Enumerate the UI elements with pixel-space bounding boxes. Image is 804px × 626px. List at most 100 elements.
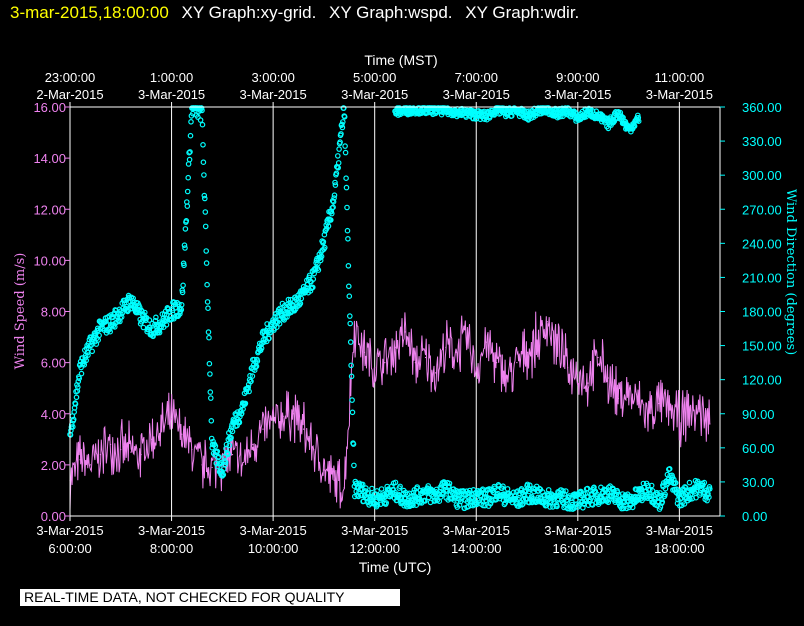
wind-direction-point: [96, 332, 102, 339]
wind-direction-point: [184, 203, 191, 209]
wind-direction-point: [342, 149, 349, 156]
wind-direction-point: [631, 123, 638, 129]
wind-speed-point: [648, 413, 650, 415]
wind-direction-point: [629, 504, 636, 511]
wind-direction-point: [359, 481, 366, 488]
wind-direction-point: [340, 105, 347, 111]
wind-speed-point: [465, 336, 467, 338]
wind-direction-point: [199, 107, 205, 114]
wind-direction-point: [81, 361, 88, 368]
wind-direction-point: [341, 114, 348, 120]
wind-direction-point: [142, 309, 148, 316]
wind-direction-point: [70, 416, 77, 423]
wind-direction-point: [502, 500, 509, 506]
wind-direction-point: [152, 317, 159, 324]
wind-direction-point: [369, 485, 375, 492]
wind-direction-point: [298, 295, 305, 302]
wind-direction-point: [205, 305, 211, 312]
wind-direction-point: [338, 131, 344, 137]
wind-direction-point: [246, 388, 252, 395]
x-top-tick-time: 7:00:00: [455, 70, 498, 85]
wind-speed-point: [99, 454, 102, 456]
x-top-tick-time: 1:00:00: [150, 70, 193, 85]
y-left-tick-label: 12.00: [33, 202, 66, 217]
graph-title-bar: 3-mar-2015,18:00:00 XY Graph:xy-grid. XY…: [10, 3, 579, 23]
wind-direction-point: [329, 198, 336, 204]
wind-direction-point: [266, 335, 272, 342]
x-top-tick-date: 3-Mar-2015: [646, 87, 713, 102]
wind-speed-point: [455, 351, 457, 353]
wind-direction-point: [202, 209, 209, 215]
wind-direction-point: [188, 119, 194, 125]
wind-direction-point: [383, 500, 390, 506]
wind-direction-point: [686, 479, 693, 486]
wind-speed-point: [89, 464, 91, 466]
x-top-tick-date: 2-Mar-2015: [36, 87, 103, 102]
wind-direction-point: [407, 502, 414, 509]
wind-speed-point: [597, 356, 599, 359]
y-left-tick-label: 14.00: [33, 151, 66, 166]
wind-direction-point: [150, 327, 157, 333]
wind-direction-point: [204, 281, 210, 288]
wind-speed-point: [231, 454, 234, 456]
wind-direction-point: [187, 149, 193, 155]
wind-direction-point: [222, 459, 229, 466]
wind-direction-point: [85, 352, 91, 358]
wind-direction-point: [206, 360, 213, 367]
wind-speed-point: [150, 438, 152, 440]
wind-direction-point: [186, 156, 193, 163]
wind-direction-point: [156, 329, 163, 336]
wind-direction-point: [183, 218, 190, 224]
wind-direction-point: [223, 441, 230, 448]
wind-direction-point: [254, 358, 261, 364]
wind-speed-point: [363, 351, 366, 353]
wind-direction-point: [228, 434, 234, 441]
wind-direction-point: [634, 112, 641, 119]
wind-direction-point: [201, 192, 208, 199]
wind-direction-point: [536, 485, 543, 492]
y-left-tick-label: 16.00: [33, 100, 66, 115]
wind-direction-point: [339, 124, 346, 131]
wind-direction-point: [201, 172, 207, 178]
wind-direction-point: [185, 174, 192, 181]
wind-direction-point: [182, 245, 188, 251]
wind-direction-point: [701, 479, 708, 486]
wind-direction-point: [181, 242, 188, 249]
wind-speed-point: [506, 377, 508, 379]
wind-direction-point: [397, 483, 403, 490]
wind-direction-point: [107, 328, 114, 335]
x-bottom-tick-time: 18:00:00: [654, 541, 705, 556]
x-top-tick-date: 3-Mar-2015: [240, 87, 307, 102]
wind-direction-point: [306, 272, 313, 279]
wind-direction-point: [545, 487, 552, 493]
wind-speed-point: [262, 428, 264, 430]
wind-direction-point: [422, 498, 428, 504]
wind-speed-point: [191, 448, 193, 451]
wind-direction-point: [214, 448, 221, 455]
wind-direction-point: [179, 289, 186, 296]
wind-direction-point: [236, 419, 243, 426]
wind-direction-point: [348, 373, 355, 380]
x-bottom-tick-time: 12:00:00: [349, 541, 400, 556]
wind-direction-point: [186, 149, 192, 156]
wind-direction-point: [410, 502, 416, 509]
wind-direction-point: [635, 118, 642, 125]
x-bottom-tick-date: 3-Mar-2015: [240, 523, 307, 538]
wind-speed-point: [688, 413, 691, 415]
wind-direction-point: [457, 498, 464, 505]
y-right-tick-label: 30.00: [742, 475, 775, 490]
wind-direction-point: [146, 317, 153, 323]
wind-direction-point: [337, 139, 343, 145]
wind-direction-point: [500, 483, 506, 490]
wind-direction-point: [130, 295, 137, 302]
timestamp-label: 3-mar-2015,18:00:00: [10, 3, 169, 22]
wind-direction-point: [321, 244, 328, 251]
y-right-tick-label: 360.00: [742, 100, 782, 115]
wind-direction-point: [181, 262, 187, 269]
wind-direction-point: [332, 179, 338, 186]
wind-direction-point: [347, 339, 354, 345]
wind-direction-point: [217, 461, 223, 467]
wind-direction-point: [620, 114, 626, 121]
wind-direction-point: [318, 253, 325, 260]
y-right-tick-label: 300.00: [742, 168, 782, 183]
